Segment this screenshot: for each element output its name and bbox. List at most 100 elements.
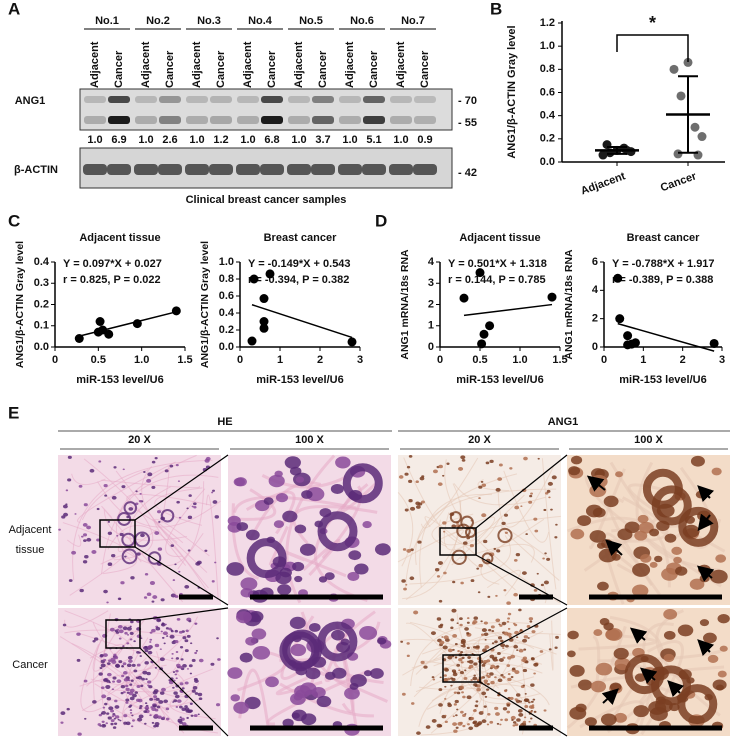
nucleus: [590, 680, 607, 693]
blot-band: [159, 116, 181, 124]
nucleus: [81, 535, 84, 538]
nucleus: [176, 500, 180, 504]
nucleus: [121, 674, 125, 678]
zoom-connector: [139, 647, 229, 737]
nucleus: [125, 698, 130, 702]
stain-label: HE: [217, 416, 232, 428]
point: [247, 336, 257, 346]
nucleus: [451, 524, 457, 528]
blot-band: [287, 164, 311, 175]
gland: [317, 511, 358, 552]
nucleus: [548, 496, 551, 499]
nucleus: [193, 677, 198, 681]
blot-band: [339, 96, 361, 103]
nucleus: [498, 658, 504, 662]
nucleus: [442, 521, 447, 525]
nucleus: [443, 678, 449, 683]
nucleus: [179, 705, 183, 709]
nucleus: [663, 630, 676, 640]
nucleus: [460, 650, 464, 654]
sample-label: No.4: [248, 15, 273, 27]
nucleus: [82, 533, 88, 537]
nucleus: [512, 721, 517, 724]
x-axis-label: miR-153 level/U6: [456, 374, 543, 386]
tissue-fiber: [106, 699, 155, 730]
zoom-connector: [479, 607, 568, 656]
y-tick-label: 0.2: [219, 324, 234, 336]
nucleus: [437, 561, 443, 565]
nucleus: [488, 628, 492, 632]
nucleus: [527, 637, 530, 639]
nucleus: [106, 712, 110, 715]
nucleus: [477, 721, 483, 725]
tissue-fiber: [232, 495, 357, 514]
nucleus: [170, 629, 173, 632]
nucleus: [147, 472, 153, 477]
nucleus: [265, 676, 279, 688]
nucleus: [514, 505, 520, 510]
tissue-fiber: [101, 479, 200, 489]
nucleus: [484, 645, 490, 649]
nucleus: [142, 670, 148, 675]
tissue-fiber: [141, 466, 178, 543]
nucleus: [567, 630, 579, 640]
nucleus: [311, 686, 326, 698]
tissue-fiber: [613, 665, 656, 728]
nucleus: [444, 720, 448, 724]
nucleus: [188, 664, 193, 668]
nucleus: [113, 653, 117, 657]
x-axis-label: miR-153 level/U6: [619, 374, 706, 386]
nucleus: [506, 620, 510, 623]
nucleus: [447, 655, 453, 660]
nucleus: [205, 456, 211, 461]
nucleus: [497, 694, 500, 697]
tissue-fiber: [78, 632, 177, 662]
nucleus: [463, 677, 468, 680]
nucleus: [107, 520, 111, 523]
nucleus: [149, 581, 156, 586]
nucleus: [496, 549, 501, 553]
nucleus: [719, 645, 728, 652]
nucleus: [496, 665, 500, 668]
nucleus: [99, 654, 104, 657]
x-tick-label: Adjacent: [579, 170, 627, 197]
tissue-fiber: [470, 632, 561, 689]
nucleus: [510, 676, 514, 679]
nucleus: [554, 536, 558, 539]
nucleus: [108, 706, 114, 711]
nucleus: [146, 671, 151, 676]
nucleus: [116, 679, 122, 684]
nucleus: [182, 636, 187, 640]
nucleus: [459, 623, 463, 627]
nucleus: [452, 715, 455, 718]
nucleus: [481, 628, 487, 633]
nucleus: [102, 724, 105, 727]
nucleus: [546, 489, 551, 493]
nucleus: [130, 679, 134, 682]
nucleus: [137, 717, 143, 722]
significance-bracket: [616, 34, 689, 62]
nucleus: [98, 713, 102, 717]
nucleus: [502, 707, 508, 711]
nucleus: [595, 662, 613, 676]
nucleus: [165, 717, 170, 721]
zoom-connector: [134, 546, 229, 606]
gland: [497, 527, 513, 544]
blot-band: [237, 96, 259, 103]
nucleus: [611, 553, 621, 561]
gland: [677, 684, 718, 725]
nucleus: [510, 654, 516, 659]
arrow: [586, 475, 606, 492]
nucleus: [171, 657, 174, 660]
zoom-connector: [475, 554, 568, 606]
nucleus: [118, 629, 124, 634]
nucleus: [577, 515, 592, 526]
nucleus: [405, 584, 408, 586]
y-tick-label: 0.6: [540, 86, 555, 98]
point: [475, 268, 485, 278]
nucleus: [324, 671, 336, 680]
y-tick-label: 0.2: [34, 298, 49, 310]
nucleus: [150, 706, 154, 709]
nucleus: [466, 617, 470, 620]
nucleus: [472, 645, 477, 649]
